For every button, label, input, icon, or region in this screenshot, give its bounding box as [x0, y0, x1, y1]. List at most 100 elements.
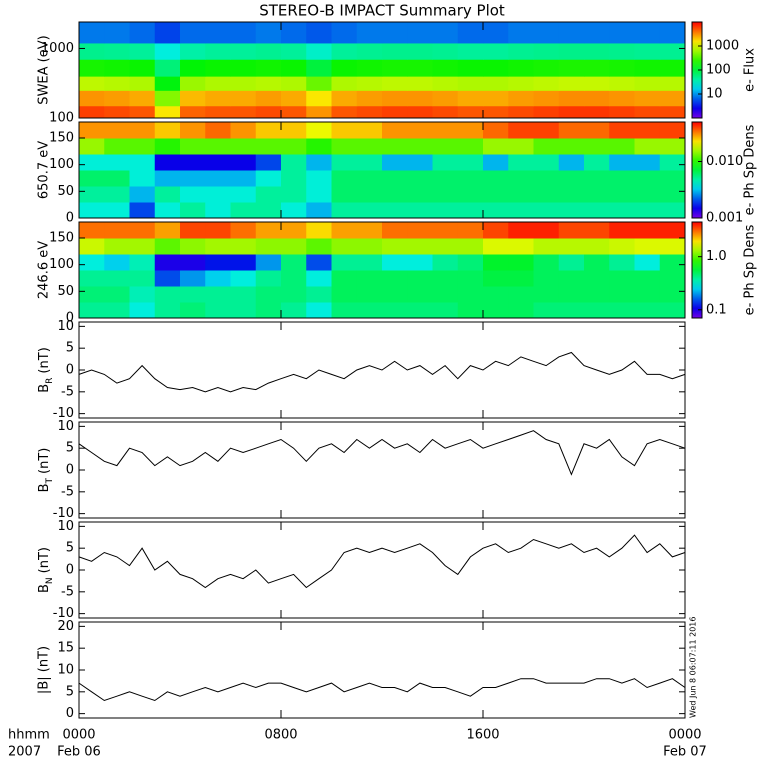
y-axis-label-main: B	[37, 384, 52, 393]
spectrogram-cell	[356, 222, 383, 239]
spectrogram-cell	[382, 138, 408, 155]
spectrogram-cell	[281, 90, 307, 107]
y-tick-label: 100	[49, 111, 74, 126]
spectrogram-cell	[331, 186, 358, 203]
spectrogram-cell	[154, 138, 181, 155]
spectrogram-cell	[584, 170, 610, 187]
spectrogram-cell	[356, 59, 383, 77]
spectrogram-cell	[230, 138, 257, 155]
spectrogram-cell	[483, 42, 509, 60]
spectrogram-cell	[558, 154, 585, 171]
spectrogram-cell	[356, 302, 383, 319]
spectrogram-cell	[432, 302, 459, 319]
spectrogram-cell	[508, 302, 534, 319]
spectrogram-cell	[584, 154, 610, 171]
spectrogram-cell	[306, 170, 332, 187]
spectrogram-cell	[306, 254, 332, 271]
spectrogram-cell	[382, 90, 408, 107]
spectrogram-cell	[584, 222, 610, 239]
spectrogram-cell	[533, 254, 560, 271]
spectrogram-cell	[558, 76, 585, 91]
spectrogram-cell	[558, 90, 585, 107]
spectrogram-cell	[129, 138, 156, 155]
spectrogram-cell	[483, 222, 509, 239]
spectrogram-cell	[306, 302, 332, 319]
spectrogram-cell	[634, 186, 661, 203]
y-axis-label-unit: (nT)	[37, 448, 52, 474]
spectrogram-cell	[129, 238, 156, 255]
colorbar-tick-label: 10	[706, 87, 723, 102]
spectrogram-cell	[255, 186, 282, 203]
spectrogram-cell	[79, 76, 105, 91]
spectrogram-cell	[457, 76, 484, 91]
spectrogram-cell	[79, 186, 105, 203]
spectrogram-cell	[104, 270, 130, 287]
colorbar-tick-label: 1.0	[706, 249, 727, 264]
spectrogram-cell	[255, 254, 282, 271]
spectrogram-cell	[154, 222, 181, 239]
spectrogram-cell	[558, 202, 585, 219]
spectrogram-cell	[432, 22, 459, 44]
spectrogram-cell	[154, 122, 181, 139]
spectrogram-cell	[457, 254, 484, 271]
panel-frame	[78, 121, 686, 219]
spectrogram-cell	[508, 154, 534, 171]
spectrogram-cell	[331, 222, 358, 239]
spectrogram-cell	[659, 286, 686, 303]
spectrogram-cell	[331, 22, 358, 44]
x-date-label: Feb 07	[663, 745, 707, 760]
y-axis-label-sub: N	[45, 577, 55, 584]
y-axis-label: |B| (nT)	[37, 646, 52, 694]
spectrogram-cell	[533, 138, 560, 155]
spectrogram-cell	[483, 286, 509, 303]
spectrogram-cell	[584, 59, 610, 77]
spectrogram-cell	[382, 186, 408, 203]
spectrogram-cell	[331, 154, 358, 171]
spectrogram-cell	[584, 302, 610, 319]
spectrogram-cell	[281, 238, 307, 255]
spectrogram-cell	[457, 42, 484, 60]
spectrogram-cell	[432, 42, 459, 60]
spectrogram-cell	[483, 138, 509, 155]
spectrogram-cell	[609, 170, 635, 187]
spectrogram-cell	[281, 138, 307, 155]
spectrogram-cell	[331, 76, 358, 91]
spectrogram-cell	[407, 138, 433, 155]
spectrogram-cell	[255, 154, 282, 171]
spectrogram-cell	[609, 105, 635, 119]
spectrogram-cell	[281, 59, 307, 77]
spectrogram-cell	[508, 254, 534, 271]
spectrogram-cell	[356, 254, 383, 271]
spectrogram-cell	[508, 238, 534, 255]
spectrogram-cell	[508, 202, 534, 219]
spectrogram-cell	[483, 238, 509, 255]
spectrogram-cell	[205, 59, 231, 77]
spectrogram-cell	[306, 76, 332, 91]
spectrogram-cell	[432, 90, 459, 107]
spectrogram-cell	[609, 154, 635, 171]
spectrogram-cell	[79, 138, 105, 155]
spectrogram-cell	[558, 138, 585, 155]
spectrogram-cell	[584, 238, 610, 255]
colorbar-label: e- Flux	[743, 48, 758, 92]
spectrogram-cell	[331, 254, 358, 271]
spectrogram-cell	[407, 59, 433, 77]
spectrogram-cell	[180, 222, 206, 239]
spectrogram-cell	[356, 170, 383, 187]
spectrogram-cell	[306, 202, 332, 219]
spectrogram-cell	[508, 122, 534, 139]
spectrogram-cell	[104, 286, 130, 303]
spectrogram-cell	[382, 105, 408, 119]
spectrogram-cell	[659, 254, 686, 271]
spectrogram-cell	[230, 202, 257, 219]
data-line	[78, 351, 686, 393]
spectrogram-cell	[154, 76, 181, 91]
spectrogram-cell	[180, 302, 206, 319]
spectrogram-cell	[407, 222, 433, 239]
spectrogram-cell	[508, 270, 534, 287]
spectrogram-cell	[634, 76, 661, 91]
spectrogram-cell	[281, 222, 307, 239]
spectrogram-cell	[382, 76, 408, 91]
x-date-label: Feb 06	[57, 745, 101, 760]
